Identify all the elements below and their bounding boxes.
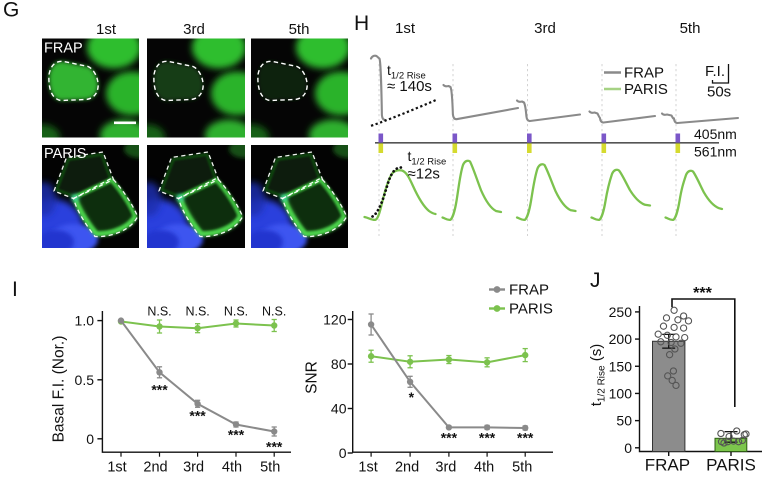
svg-text:1st: 1st xyxy=(96,21,117,38)
svg-text:PARIS: PARIS xyxy=(509,301,553,318)
svg-text:***: *** xyxy=(151,382,168,398)
svg-text:N.S.: N.S. xyxy=(224,305,248,319)
svg-text:5th: 5th xyxy=(512,460,532,476)
svg-text:1st: 1st xyxy=(107,460,126,476)
svg-text:50s: 50s xyxy=(707,84,731,101)
svg-text:5th: 5th xyxy=(289,21,310,38)
svg-text:t1/2 Rise (s): t1/2 Rise (s) xyxy=(588,344,608,407)
svg-text:3rd: 3rd xyxy=(534,20,556,37)
svg-text:150: 150 xyxy=(609,358,633,374)
svg-text:N.S.: N.S. xyxy=(262,305,286,319)
svg-text:5th: 5th xyxy=(260,460,280,476)
svg-text:SNR: SNR xyxy=(304,361,321,394)
svg-text:***: *** xyxy=(479,430,496,446)
svg-text:1.0: 1.0 xyxy=(75,313,95,329)
svg-text:FRAP: FRAP xyxy=(44,41,83,57)
svg-text:≈ 140s: ≈ 140s xyxy=(387,78,432,95)
svg-text:***: *** xyxy=(189,408,206,424)
svg-text:***: *** xyxy=(441,430,458,446)
svg-text:120: 120 xyxy=(323,312,347,328)
svg-text:200: 200 xyxy=(609,331,633,347)
svg-text:2nd: 2nd xyxy=(395,460,419,476)
svg-text:Basal F.I. (Nor.): Basal F.I. (Nor.) xyxy=(51,336,68,443)
svg-text:PARIS: PARIS xyxy=(44,146,86,162)
svg-text:G: G xyxy=(3,0,19,22)
svg-text:0: 0 xyxy=(86,431,94,447)
svg-text:40: 40 xyxy=(331,401,347,417)
svg-text:***: *** xyxy=(228,427,245,443)
svg-text:***: *** xyxy=(266,439,283,455)
svg-text:1st: 1st xyxy=(358,460,377,476)
svg-text:3rd: 3rd xyxy=(435,460,456,476)
svg-text:4th: 4th xyxy=(474,460,494,476)
svg-text:4th: 4th xyxy=(222,460,242,476)
svg-text:*: * xyxy=(409,389,415,405)
svg-text:100: 100 xyxy=(609,385,633,401)
svg-text:5th: 5th xyxy=(680,20,701,37)
svg-text:≈12s: ≈12s xyxy=(408,166,440,183)
svg-text:405nm: 405nm xyxy=(694,126,737,142)
svg-text:0: 0 xyxy=(339,445,347,461)
svg-text:1st: 1st xyxy=(395,20,416,37)
svg-text:561nm: 561nm xyxy=(694,144,737,160)
svg-text:80: 80 xyxy=(331,356,347,372)
svg-text:H: H xyxy=(354,12,369,35)
svg-text:N.S.: N.S. xyxy=(185,305,209,319)
svg-text:N.S.: N.S. xyxy=(147,305,171,319)
svg-text:3rd: 3rd xyxy=(183,460,204,476)
svg-text:***: *** xyxy=(517,430,534,446)
svg-text:J: J xyxy=(590,269,601,292)
svg-text:2nd: 2nd xyxy=(143,460,167,476)
svg-text:0: 0 xyxy=(624,440,632,456)
svg-text:3rd: 3rd xyxy=(183,21,205,38)
svg-text:FRAP: FRAP xyxy=(624,65,664,82)
svg-text:I: I xyxy=(12,278,18,301)
svg-text:250: 250 xyxy=(609,304,633,320)
svg-text:50: 50 xyxy=(616,413,632,429)
svg-text:PARIS: PARIS xyxy=(706,456,756,475)
svg-text:F.I.: F.I. xyxy=(705,63,725,80)
svg-text:***: *** xyxy=(693,285,712,302)
svg-text:PARIS: PARIS xyxy=(624,81,668,98)
svg-text:FRAP: FRAP xyxy=(645,456,690,475)
svg-text:FRAP: FRAP xyxy=(509,282,549,299)
svg-text:0.5: 0.5 xyxy=(75,372,95,388)
